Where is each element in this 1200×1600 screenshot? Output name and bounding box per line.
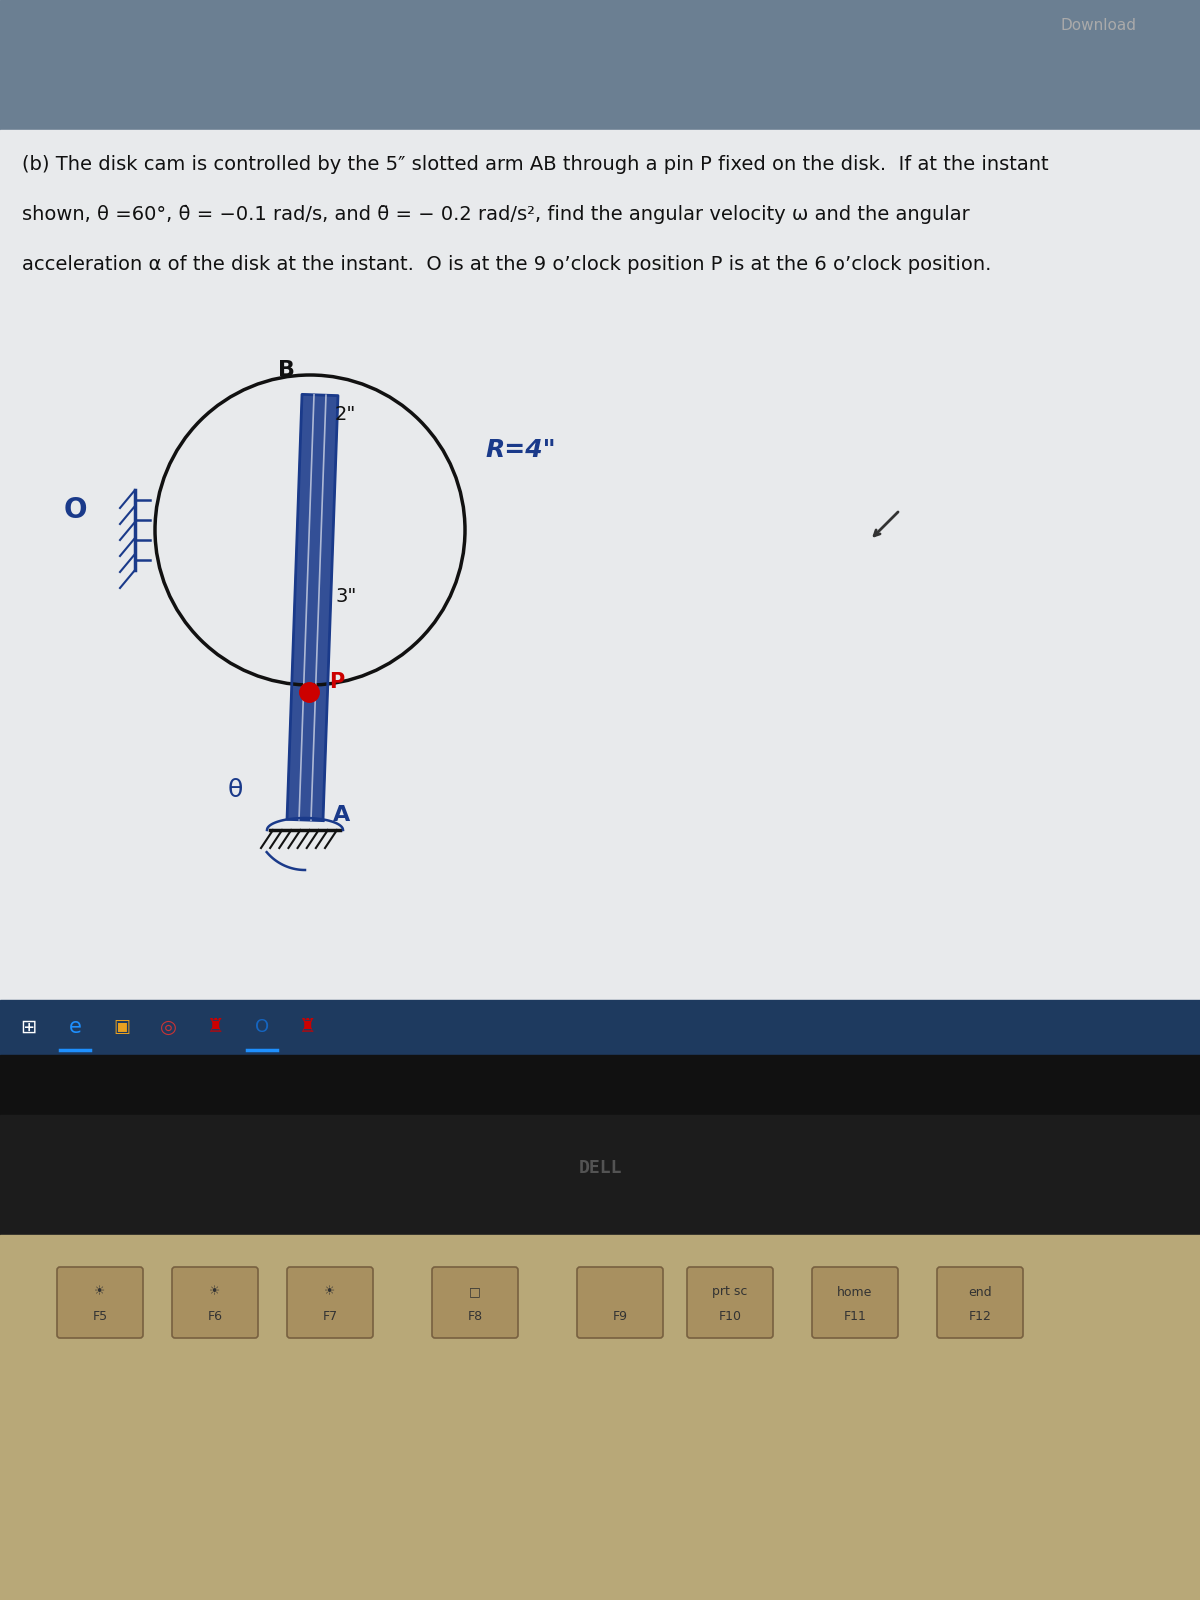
Text: Download: Download	[1060, 18, 1136, 34]
Text: B: B	[278, 360, 295, 379]
Text: ⊞: ⊞	[20, 1018, 36, 1037]
Text: ▣: ▣	[114, 1018, 131, 1037]
FancyBboxPatch shape	[812, 1267, 898, 1338]
Bar	[0, 1235, 1200, 1600]
Text: ☀: ☀	[324, 1285, 336, 1299]
FancyBboxPatch shape	[686, 1267, 773, 1338]
Text: ♜: ♜	[206, 1018, 223, 1037]
Text: (b) The disk cam is controlled by the 5″ slotted arm AB through a pin P fixed on: (b) The disk cam is controlled by the 5″…	[22, 155, 1049, 174]
Polygon shape	[287, 394, 338, 821]
Text: 3": 3"	[335, 587, 356, 606]
Text: θ: θ	[227, 778, 242, 802]
Text: F8: F8	[468, 1310, 482, 1323]
Bar	[0, 1115, 1200, 1235]
Text: A: A	[334, 805, 350, 826]
Text: F11: F11	[844, 1310, 866, 1323]
FancyBboxPatch shape	[577, 1267, 662, 1338]
Text: O: O	[254, 1018, 269, 1037]
Text: R=4": R=4"	[485, 438, 556, 462]
Text: O: O	[64, 496, 86, 525]
Text: F10: F10	[719, 1310, 742, 1323]
Text: acceleration α of the disk at the instant.  O is at the 9 o’clock position P is : acceleration α of the disk at the instan…	[22, 254, 991, 274]
FancyBboxPatch shape	[287, 1267, 373, 1338]
Bar	[0, 1000, 1200, 1054]
Text: ☀: ☀	[95, 1285, 106, 1299]
Text: F6: F6	[208, 1310, 222, 1323]
Text: F12: F12	[968, 1310, 991, 1323]
Text: F9: F9	[612, 1310, 628, 1323]
Bar	[0, 1054, 1200, 1115]
Text: P: P	[329, 672, 344, 691]
Bar	[0, 0, 1200, 130]
Text: e: e	[68, 1018, 82, 1037]
FancyBboxPatch shape	[58, 1267, 143, 1338]
Text: DELL: DELL	[578, 1158, 622, 1178]
FancyBboxPatch shape	[172, 1267, 258, 1338]
FancyBboxPatch shape	[937, 1267, 1022, 1338]
Text: F5: F5	[92, 1310, 108, 1323]
Text: shown, θ =60°, θ̇ = −0.1 rad/s, and θ̈ = − 0.2 rad/s², find the angular velocity: shown, θ =60°, θ̇ = −0.1 rad/s, and θ̈ =…	[22, 205, 970, 224]
FancyBboxPatch shape	[432, 1267, 518, 1338]
Text: ☀: ☀	[209, 1285, 221, 1299]
Bar	[0, 130, 1200, 1000]
Text: F7: F7	[323, 1310, 337, 1323]
Text: end: end	[968, 1285, 992, 1299]
Text: prt sc: prt sc	[713, 1285, 748, 1299]
Text: □: □	[469, 1285, 481, 1299]
Text: ◎: ◎	[160, 1018, 176, 1037]
Text: ♜: ♜	[299, 1018, 317, 1037]
Text: 2": 2"	[335, 405, 356, 424]
Text: home: home	[838, 1285, 872, 1299]
